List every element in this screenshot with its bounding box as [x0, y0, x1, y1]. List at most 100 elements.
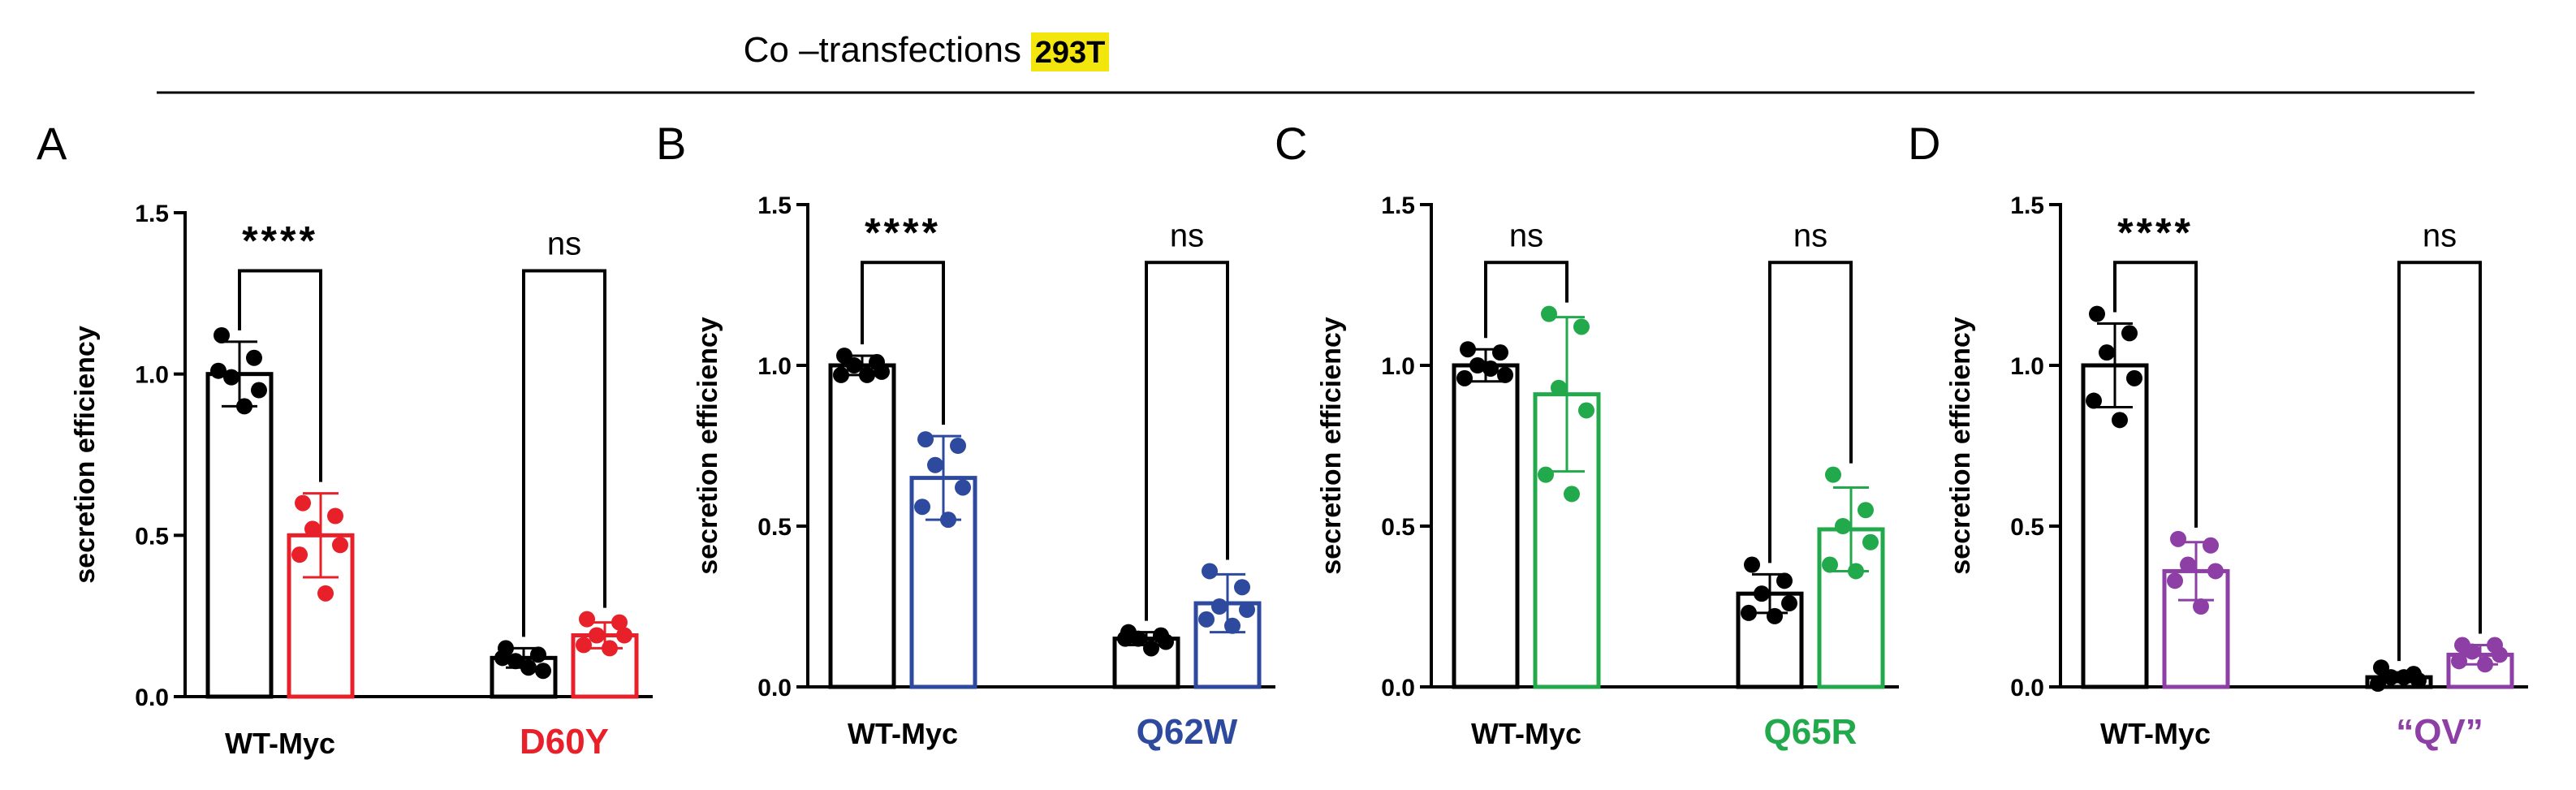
data-point: [291, 546, 308, 563]
x-category-label: Q62W: [1137, 712, 1238, 752]
panel-d: D 0.0 0.5 1.0 1.5 secretion efficiency WT-Myc *…: [1908, 118, 2528, 752]
data-point: [520, 659, 537, 676]
significance-label: ns: [1509, 218, 1543, 253]
data-point: [2410, 672, 2427, 689]
panel-letter: D: [1908, 118, 1940, 169]
data-point: [1202, 563, 1218, 580]
y-tick-label: 1.5: [2010, 192, 2044, 219]
significance-bracket: [1484, 261, 1568, 339]
data-point: [1482, 360, 1499, 377]
data-point: [940, 512, 956, 529]
x-category-label: “QV”: [2396, 712, 2483, 752]
data-point: [2477, 656, 2493, 673]
data-point: [602, 640, 618, 657]
data-point: [2167, 572, 2183, 589]
y-tick-label: 1.0: [1381, 353, 1415, 380]
data-point: [579, 611, 595, 628]
data-point: [2207, 563, 2224, 580]
data-point: [1234, 579, 1250, 596]
cell-line-highlight: [1031, 32, 1109, 71]
data-point: [1781, 595, 1797, 612]
y-tick-label: 1.5: [135, 201, 169, 227]
data-point: [1744, 556, 1760, 573]
data-point: [530, 646, 546, 663]
y-tick-label: 1.0: [135, 362, 169, 389]
data-point: [317, 585, 334, 602]
data-point: [535, 663, 551, 680]
header-title: Co –transfections: [744, 30, 1021, 70]
significance-label: ****: [865, 209, 941, 255]
data-point: [2121, 325, 2138, 342]
data-point: [1117, 630, 1133, 647]
data-point: [859, 366, 875, 383]
data-point: [1754, 585, 1770, 602]
panels: A 0.0 0.5 1.0 1.5 secretion efficiency WT-Myc *…: [37, 118, 2528, 762]
data-point: [2180, 556, 2196, 573]
data-point: [2464, 643, 2480, 660]
data-point: [2170, 530, 2186, 547]
data-point: [210, 362, 227, 379]
significance-bracket: [1768, 261, 1853, 563]
bar: [205, 372, 274, 699]
significance-label: ns: [1170, 218, 1204, 253]
y-tick-label: 0.5: [1381, 514, 1415, 541]
data-point: [1578, 402, 1594, 419]
significance-bracket: [238, 269, 322, 482]
data-point: [1158, 633, 1174, 650]
x-category-label: WT-Myc: [225, 727, 335, 760]
y-tick-label: 1.0: [2010, 353, 2044, 380]
data-point: [1198, 611, 1215, 628]
data-point: [214, 326, 230, 343]
panel-b: B 0.0 0.5 1.0 1.5 secretion efficiency WT-Myc *…: [656, 118, 1275, 752]
data-point: [2126, 369, 2142, 386]
data-point: [950, 438, 966, 454]
data-point: [327, 507, 343, 525]
y-tick-label: 1.5: [757, 192, 792, 219]
figure-header: Co –transfections 293T: [157, 30, 2475, 94]
y-axis-label: secretion efficiency: [693, 317, 723, 575]
data-point: [1825, 466, 1841, 483]
data-point: [1862, 533, 1879, 550]
data-point: [1143, 640, 1159, 657]
data-point: [846, 357, 862, 373]
data-point: [576, 637, 592, 654]
data-point: [295, 494, 311, 512]
data-point: [1224, 617, 1241, 634]
data-point: [1211, 598, 1228, 615]
data-point: [2451, 653, 2467, 670]
significance-bracket: [861, 261, 945, 425]
data-point: [2203, 537, 2219, 554]
data-point: [1130, 630, 1146, 647]
data-point: [1848, 563, 1864, 580]
x-category-label: WT-Myc: [848, 717, 958, 750]
data-point: [1858, 502, 1874, 519]
y-tick-label: 0.5: [135, 523, 169, 550]
y-axis-label: secretion efficiency: [70, 326, 101, 584]
data-point: [236, 398, 252, 415]
data-point: [246, 349, 262, 366]
panel-c: C 0.0 0.5 1.0 1.5 secretion efficiency WT-Myc n…: [1275, 118, 1899, 752]
data-point: [223, 369, 239, 386]
panel-a: A 0.0 0.5 1.0 1.5 secretion efficiency WT-Myc *…: [37, 118, 653, 762]
data-point: [2086, 392, 2102, 409]
significance-label: ns: [1793, 218, 1827, 253]
x-category-label: Q65R: [1764, 712, 1858, 752]
data-point: [1497, 366, 1513, 383]
y-tick-label: 1.0: [757, 353, 792, 380]
y-tick-label: 1.5: [1381, 192, 1415, 219]
y-tick-label: 0.5: [757, 514, 792, 541]
data-point: [1239, 601, 1255, 618]
y-tick-label: 0.0: [135, 684, 169, 711]
data-point: [332, 537, 348, 554]
data-point: [2112, 412, 2128, 429]
data-point: [1822, 556, 1838, 573]
panel-letter: A: [37, 118, 67, 169]
significance-bracket: [1145, 261, 1229, 621]
significance-bracket: [2397, 261, 2482, 662]
significance-label: ****: [2117, 209, 2194, 255]
x-category-label: D60Y: [520, 722, 609, 762]
data-point: [1541, 305, 1557, 322]
y-tick-label: 0.5: [2010, 514, 2044, 541]
data-point: [874, 363, 890, 380]
panel-letter: C: [1275, 118, 1307, 169]
